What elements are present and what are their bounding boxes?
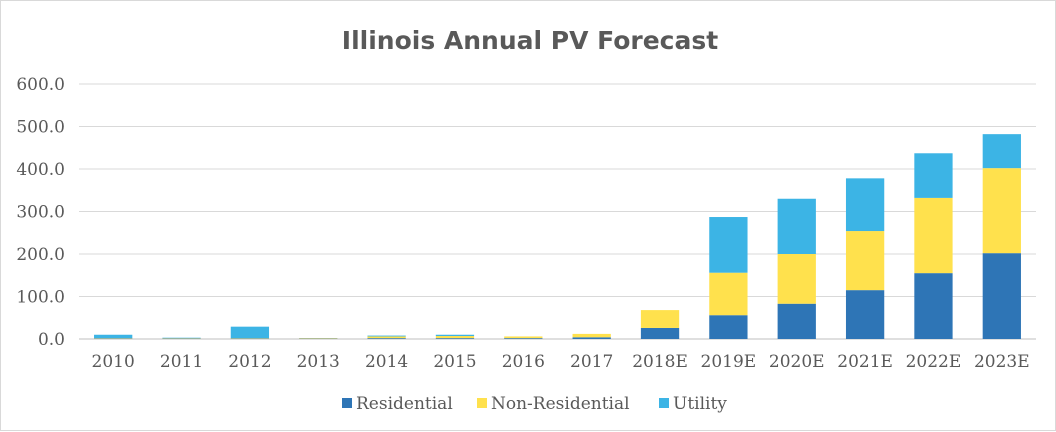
bar-non-residential xyxy=(709,273,747,316)
x-tick-label: 2023E xyxy=(974,352,1030,372)
bar-utility xyxy=(914,153,952,198)
bar-utility xyxy=(367,336,405,337)
bar-non-residential xyxy=(436,336,474,338)
legend: Residential Non-Residential Utility xyxy=(342,394,727,414)
x-tick-label: 2010 xyxy=(92,352,135,372)
y-tick-label: 600.0 xyxy=(16,75,65,95)
bars xyxy=(94,134,1021,339)
y-axis-ticks: 0.0 100.0 200.0 300.0 400.0 500.0 600.0 xyxy=(16,75,65,350)
bar-utility xyxy=(231,327,269,338)
x-tick-label: 2019E xyxy=(701,352,757,372)
x-axis-ticks: 2010 2011 2012 2013 2014 2015 2016 2017 2018E 201… xyxy=(92,352,1030,372)
bar-residential xyxy=(436,338,474,339)
bar-residential xyxy=(846,290,884,339)
x-tick-label: 2016 xyxy=(502,352,545,372)
bar-residential xyxy=(367,338,405,339)
bar-residential xyxy=(914,273,952,339)
bar-residential xyxy=(504,338,542,339)
x-tick-label: 2018E xyxy=(632,352,688,372)
bar-utility xyxy=(94,335,132,338)
x-tick-label: 2017 xyxy=(570,352,613,372)
bar-non-residential xyxy=(573,334,611,337)
x-tick-label: 2021E xyxy=(837,352,893,372)
bar-residential xyxy=(709,315,747,339)
legend-swatch xyxy=(659,398,669,408)
y-tick-label: 100.0 xyxy=(16,288,65,308)
x-tick-label: 2020E xyxy=(769,352,825,372)
bar-non-residential xyxy=(846,231,884,290)
bar-utility xyxy=(983,134,1021,168)
bar-utility xyxy=(436,335,474,336)
bar-utility xyxy=(709,217,747,273)
y-tick-label: 0.0 xyxy=(38,330,65,350)
chart-title: Illinois Annual PV Forecast xyxy=(342,26,718,55)
bar-non-residential xyxy=(778,254,816,304)
y-tick-label: 400.0 xyxy=(16,160,65,180)
bar-residential xyxy=(778,304,816,339)
x-tick-label: 2013 xyxy=(297,352,340,372)
x-tick-label: 2022E xyxy=(906,352,962,372)
bar-utility xyxy=(778,199,816,254)
bar-non-residential xyxy=(367,336,405,338)
bar-utility xyxy=(846,178,884,231)
y-tick-label: 300.0 xyxy=(16,203,65,223)
x-tick-label: 2014 xyxy=(365,352,408,372)
legend-swatch xyxy=(477,398,487,408)
bar-residential xyxy=(983,253,1021,339)
gridlines xyxy=(79,84,1036,339)
legend-label: Residential xyxy=(356,394,453,414)
y-tick-label: 500.0 xyxy=(16,118,65,138)
legend-label: Utility xyxy=(673,394,727,414)
bar-non-residential xyxy=(914,198,952,273)
bar-residential xyxy=(573,337,611,339)
bar-non-residential xyxy=(983,168,1021,253)
bar-non-residential xyxy=(504,336,542,338)
bar-residential xyxy=(641,328,679,339)
y-tick-label: 200.0 xyxy=(16,245,65,265)
x-tick-label: 2012 xyxy=(228,352,271,372)
bar-non-residential xyxy=(641,310,679,328)
legend-swatch xyxy=(342,398,352,408)
x-tick-label: 2011 xyxy=(160,352,203,372)
x-tick-label: 2015 xyxy=(433,352,476,372)
legend-label: Non-Residential xyxy=(491,394,630,414)
